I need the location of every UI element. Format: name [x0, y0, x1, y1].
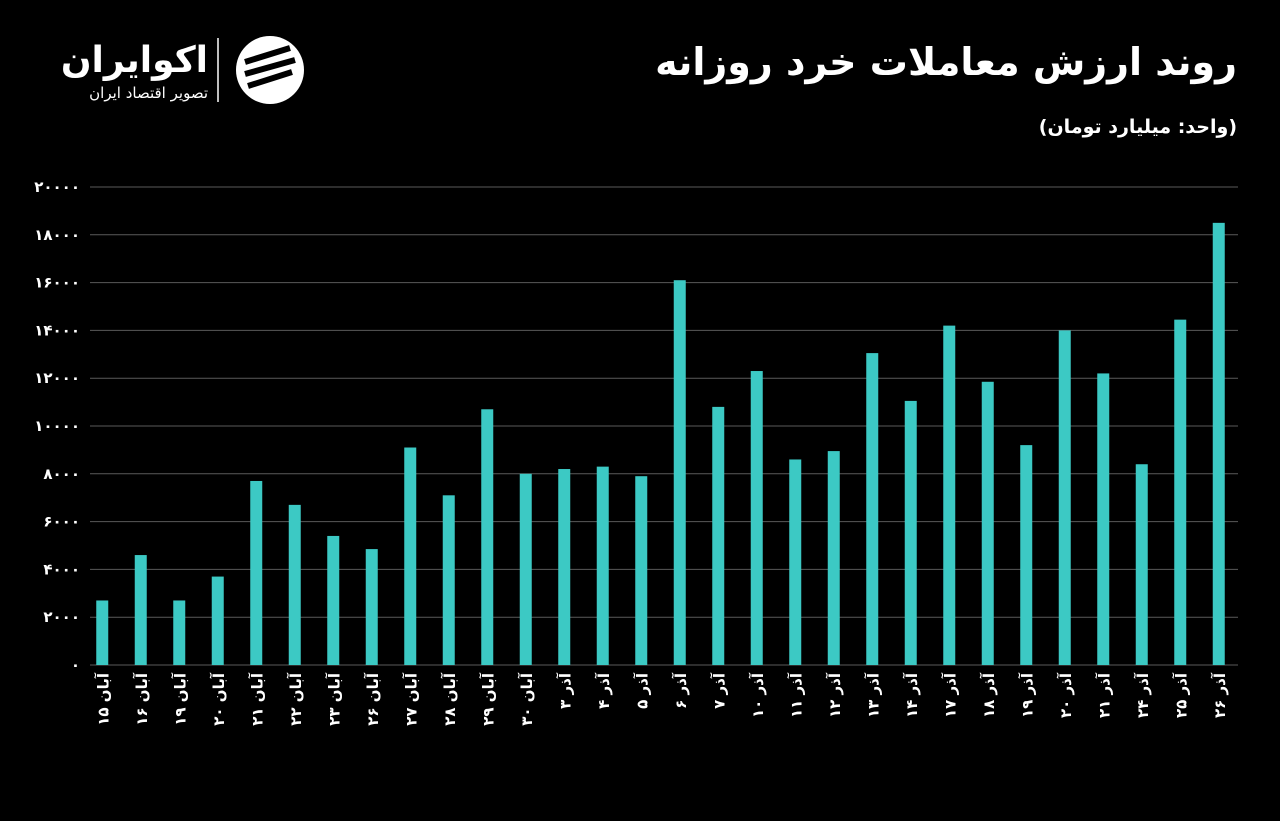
- logo-tagline: تصویر اقتصاد ایران: [89, 84, 208, 102]
- bar: [442, 495, 455, 665]
- bar: [1212, 222, 1225, 665]
- x-tick-label: آبان ۲۲: [287, 672, 305, 726]
- x-tick-label: آبان ۳۰: [518, 672, 536, 726]
- bar: [134, 555, 147, 665]
- bar: [789, 459, 802, 665]
- bar: [635, 476, 648, 665]
- bar: [288, 504, 301, 665]
- chart-subtitle: (واحد: میلیارد تومان): [1039, 116, 1237, 138]
- x-tick-label: آبان ۲۸: [441, 672, 459, 726]
- x-tick-label: آبان ۲۱: [248, 672, 266, 726]
- x-tick-label: آذر ۲۵: [1172, 672, 1190, 718]
- x-tick-label: آبان ۲۷: [402, 672, 420, 726]
- y-tick-label: ۶۰۰۰: [43, 513, 80, 531]
- x-tick-label: آذر ۶: [672, 672, 690, 709]
- y-tick-label: ۲۰۰۰۰: [34, 178, 80, 196]
- x-tick-label: آذر ۲۴: [1134, 672, 1152, 718]
- bar: [596, 466, 609, 665]
- logo-icon-stripes: [244, 45, 296, 89]
- y-tick-label: ۱۰۰۰۰: [34, 417, 80, 435]
- x-tick-label: آبان ۲۶: [364, 672, 382, 726]
- x-tick-label: آبان ۱۹: [171, 672, 189, 726]
- x-tick-label: آذر ۲۶: [1211, 672, 1229, 718]
- logo: اکوایران تصویر اقتصاد ایران: [61, 36, 304, 104]
- bar: [1097, 373, 1110, 665]
- bar: [327, 535, 340, 665]
- bar: [404, 447, 417, 665]
- x-tick-label: آذر ۷: [710, 672, 728, 709]
- x-tick-label: آذر ۴: [595, 672, 613, 709]
- bar: [211, 576, 224, 665]
- y-tick-label: ۴۰۰۰: [43, 560, 80, 578]
- x-tick-label: آذر ۱۷: [941, 672, 959, 718]
- x-tick-label: آبان ۲۳: [325, 672, 343, 726]
- logo-name: اکوایران: [61, 40, 208, 81]
- x-tick-label: آذر ۳: [556, 672, 574, 709]
- x-tick-label: آذر ۲۰: [1057, 672, 1075, 718]
- bar: [827, 451, 840, 665]
- bar: [1174, 319, 1187, 665]
- x-tick-label: آذر ۱۳: [864, 672, 882, 718]
- y-tick-label: ۸۰۰۰: [43, 465, 80, 483]
- y-tick-label: ۲۰۰۰: [43, 608, 80, 626]
- x-tick-label: آذر ۱۱: [787, 672, 805, 718]
- bar: [866, 353, 879, 665]
- bar: [1058, 330, 1071, 665]
- x-tick-label: آذر ۵: [633, 672, 651, 709]
- x-tick-label: آذر ۱۴: [903, 672, 921, 718]
- x-tick-label: آذر ۱۸: [980, 672, 998, 718]
- y-tick-label: ۰: [71, 656, 80, 674]
- bar: [96, 600, 109, 665]
- x-tick-label: آذر ۱۰: [749, 672, 767, 718]
- bar: [1135, 464, 1148, 665]
- x-tick-label: آذر ۱۲: [826, 672, 844, 718]
- y-tick-label: ۱۶۰۰۰: [34, 274, 80, 292]
- x-tick-label: آبان ۲۹: [479, 672, 497, 726]
- y-tick-label: ۱۲۰۰۰: [34, 369, 80, 387]
- x-tick-label: آبان ۲۰: [210, 672, 228, 726]
- bar: [1020, 445, 1033, 665]
- bar: [250, 480, 263, 665]
- bar: [365, 549, 378, 665]
- y-tick-label: ۱۴۰۰۰: [34, 321, 80, 339]
- bar: [712, 406, 725, 665]
- bar: [173, 600, 186, 665]
- x-tick-label: آبان ۱۵: [94, 672, 112, 726]
- y-tick-label: ۱۸۰۰۰: [34, 226, 80, 244]
- bar: [981, 381, 994, 665]
- bar: [904, 400, 917, 665]
- x-tick-label: آذر ۱۹: [1018, 672, 1036, 718]
- bar: [519, 473, 532, 665]
- bar: [558, 469, 571, 665]
- chart-title: روند ارزش معاملات خرد روزانه: [655, 40, 1237, 85]
- bar: [943, 325, 956, 665]
- bar: [750, 371, 763, 665]
- bar: [481, 409, 494, 665]
- x-tick-label: آبان ۱۶: [133, 672, 151, 726]
- x-tick-label: آذر ۲۱: [1095, 672, 1113, 718]
- bar: [673, 280, 686, 665]
